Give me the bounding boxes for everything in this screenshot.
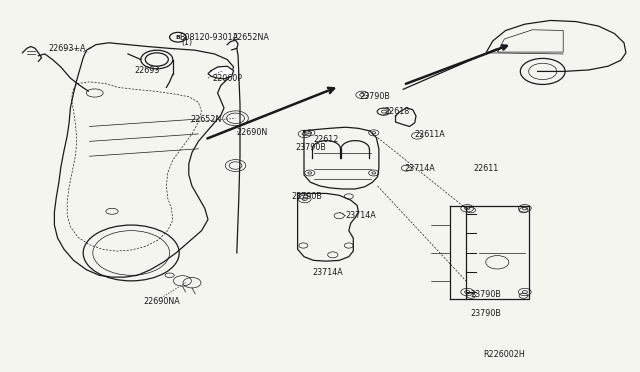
Text: (1): (1) [182,38,193,46]
Text: 23714A: 23714A [346,211,376,220]
Text: 22611A: 22611A [415,130,445,139]
Text: 22690NA: 22690NA [143,297,180,306]
Text: 22652N: 22652N [191,115,222,124]
Text: 23714A: 23714A [404,164,435,173]
Text: 22612: 22612 [314,135,339,144]
Text: 23790B: 23790B [296,143,326,152]
Text: B08120-9301A: B08120-9301A [179,33,238,42]
Text: 23790B: 23790B [470,309,501,318]
Text: 22690N: 22690N [237,128,268,137]
Text: 23790B: 23790B [360,92,390,101]
Text: 22652NA: 22652NA [232,33,269,42]
Text: 22693+A: 22693+A [48,44,86,53]
Text: 22611: 22611 [474,164,499,173]
Text: 23714A: 23714A [312,268,343,277]
Text: 22693: 22693 [134,66,160,75]
Text: R226002H: R226002H [483,350,525,359]
Polygon shape [208,66,234,79]
Text: 23790B: 23790B [470,290,501,299]
Text: B: B [175,35,180,40]
Text: 22060P: 22060P [212,74,243,83]
Text: 22618: 22618 [384,107,409,116]
Bar [466,206,529,299]
Text: 23790B: 23790B [291,192,322,201]
